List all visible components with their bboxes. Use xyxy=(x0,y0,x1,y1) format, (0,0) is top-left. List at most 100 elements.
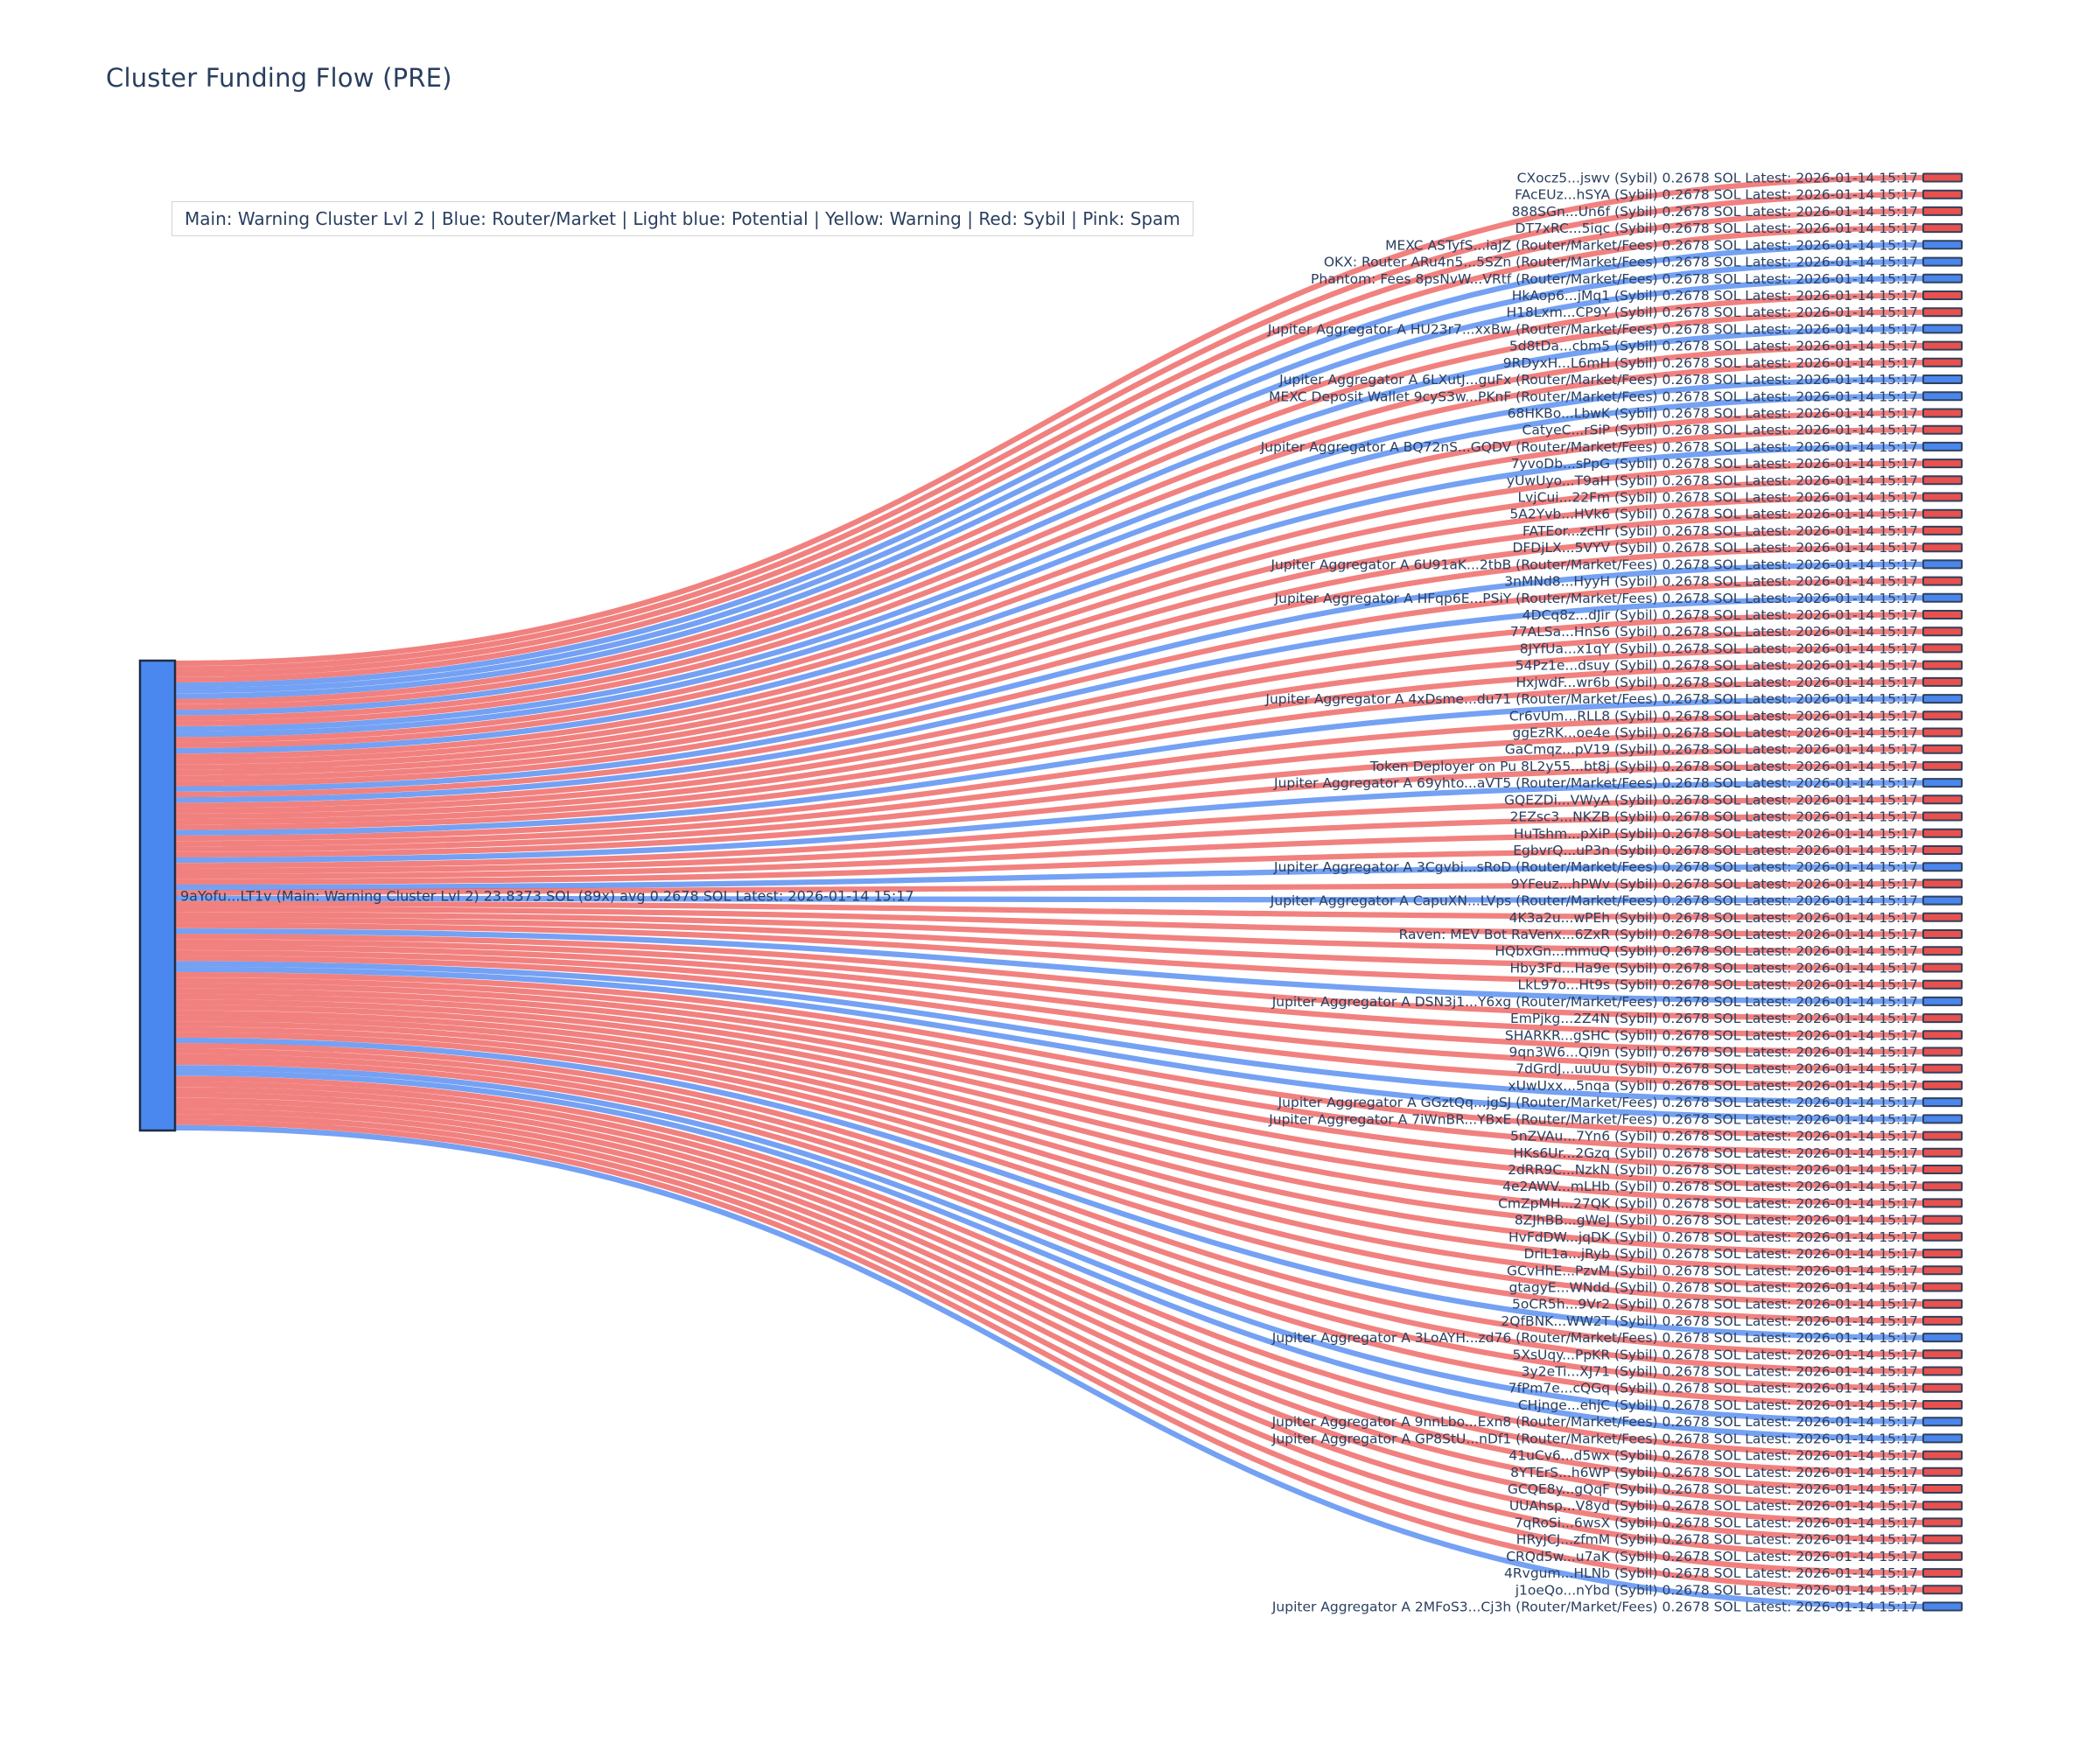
sankey-node[interactable] xyxy=(1922,1282,1963,1292)
sankey-node[interactable] xyxy=(1922,1165,1963,1174)
sankey-node[interactable] xyxy=(1922,1366,1963,1376)
sankey-link[interactable] xyxy=(174,906,1924,937)
sankey-link[interactable] xyxy=(174,1070,1924,1442)
sankey-node[interactable] xyxy=(1922,424,1963,435)
sankey-link[interactable] xyxy=(174,326,1924,716)
sankey-link[interactable] xyxy=(174,460,1924,760)
sankey-link[interactable] xyxy=(174,895,1924,904)
sankey-node[interactable] xyxy=(1922,1585,1963,1595)
sankey-link[interactable] xyxy=(174,1015,1924,1273)
sankey-node[interactable] xyxy=(1922,172,1963,183)
sankey-node[interactable] xyxy=(1922,542,1963,553)
sankey-node[interactable] xyxy=(1922,979,1963,990)
sankey-node[interactable] xyxy=(1922,391,1963,402)
sankey-link[interactable] xyxy=(174,1075,1924,1459)
sankey-node[interactable] xyxy=(1922,996,1963,1006)
sankey-link[interactable] xyxy=(174,1048,1924,1375)
sankey-link[interactable] xyxy=(174,1037,1924,1340)
sankey-link[interactable] xyxy=(174,376,1924,732)
sankey-node[interactable] xyxy=(1922,610,1963,620)
sankey-link[interactable] xyxy=(174,595,1924,803)
sankey-link[interactable] xyxy=(174,612,1924,808)
sankey-link[interactable] xyxy=(174,880,1924,896)
sankey-link[interactable] xyxy=(174,966,1924,1123)
sankey-node[interactable] xyxy=(1922,929,1963,939)
sankey-link[interactable] xyxy=(174,971,1924,1139)
sankey-link[interactable] xyxy=(174,746,1924,852)
sankey-link[interactable] xyxy=(174,1065,1924,1424)
sankey-node[interactable] xyxy=(1922,340,1963,351)
sankey-link[interactable] xyxy=(174,427,1924,748)
sankey-link[interactable] xyxy=(174,864,1924,891)
sankey-node[interactable] xyxy=(1922,1349,1963,1360)
sankey-node[interactable] xyxy=(1922,1466,1963,1477)
sankey-node[interactable] xyxy=(1922,492,1963,502)
sankey-node[interactable] xyxy=(1922,1249,1963,1259)
sankey-link[interactable] xyxy=(174,309,1924,710)
sankey-node[interactable] xyxy=(1922,1534,1963,1544)
sankey-node[interactable] xyxy=(1922,592,1963,603)
sankey-link[interactable] xyxy=(174,999,1924,1223)
sankey-link[interactable] xyxy=(174,922,1924,988)
sankey-link[interactable] xyxy=(174,956,1924,1088)
sankey-node[interactable] xyxy=(1922,676,1963,687)
sankey-link[interactable] xyxy=(174,1114,1924,1576)
sankey-node-source[interactable] xyxy=(138,659,177,1132)
sankey-link[interactable] xyxy=(174,628,1924,814)
sankey-link[interactable] xyxy=(174,988,1924,1189)
sankey-node[interactable] xyxy=(1922,1231,1963,1242)
sankey-node[interactable] xyxy=(1922,895,1963,906)
sankey-node[interactable] xyxy=(1922,1046,1963,1057)
sankey-link[interactable] xyxy=(174,712,1924,842)
sankey-link[interactable] xyxy=(174,796,1924,869)
sankey-link[interactable] xyxy=(174,292,1924,704)
sankey-link[interactable] xyxy=(174,928,1924,1004)
sankey-link[interactable] xyxy=(174,993,1924,1207)
sankey-link[interactable] xyxy=(174,977,1924,1156)
sankey-node[interactable] xyxy=(1922,862,1963,872)
sankey-link[interactable] xyxy=(174,1097,1924,1526)
sankey-node[interactable] xyxy=(1922,962,1963,973)
sankey-link[interactable] xyxy=(174,1119,1924,1592)
sankey-node[interactable] xyxy=(1922,189,1963,200)
sankey-node[interactable] xyxy=(1922,1013,1963,1024)
sankey-node[interactable] xyxy=(1922,794,1963,805)
sankey-node[interactable] xyxy=(1922,660,1963,670)
sankey-link[interactable] xyxy=(174,813,1924,874)
sankey-link[interactable] xyxy=(174,934,1924,1021)
sankey-link[interactable] xyxy=(174,1092,1924,1508)
sankey-node[interactable] xyxy=(1922,710,1963,721)
sankey-link[interactable] xyxy=(174,679,1924,830)
sankey-link[interactable] xyxy=(174,410,1924,743)
sankey-link[interactable] xyxy=(174,944,1924,1055)
sankey-node[interactable] xyxy=(1922,1030,1963,1040)
sankey-node[interactable] xyxy=(1922,946,1963,956)
sankey-node[interactable] xyxy=(1922,508,1963,519)
sankey-link[interactable] xyxy=(174,1087,1924,1492)
sankey-node[interactable] xyxy=(1922,694,1963,704)
sankey-link[interactable] xyxy=(174,1102,1924,1543)
sankey-link[interactable] xyxy=(174,1004,1924,1240)
sankey-link[interactable] xyxy=(174,662,1924,825)
sankey-node[interactable] xyxy=(1922,1400,1963,1410)
sankey-link[interactable] xyxy=(174,276,1924,699)
sankey-node[interactable] xyxy=(1922,1433,1963,1444)
sankey-link[interactable] xyxy=(174,961,1924,1105)
sankey-node[interactable] xyxy=(1922,1147,1963,1158)
sankey-link[interactable] xyxy=(174,511,1924,776)
sankey-node[interactable] xyxy=(1922,1298,1963,1309)
sankey-link[interactable] xyxy=(174,342,1924,721)
sankey-node[interactable] xyxy=(1922,1601,1963,1612)
sankey-node[interactable] xyxy=(1922,1097,1963,1108)
sankey-link[interactable] xyxy=(174,360,1924,726)
sankey-node[interactable] xyxy=(1922,441,1963,452)
sankey-node[interactable] xyxy=(1922,525,1963,536)
sankey-node[interactable] xyxy=(1922,878,1963,889)
sankey-node[interactable] xyxy=(1922,1181,1963,1192)
sankey-link[interactable] xyxy=(174,1010,1924,1256)
sankey-link[interactable] xyxy=(174,578,1924,798)
sankey-node[interactable] xyxy=(1922,223,1963,234)
sankey-link[interactable] xyxy=(174,528,1924,781)
sankey-node[interactable] xyxy=(1922,643,1963,654)
sankey-node[interactable] xyxy=(1922,324,1963,334)
